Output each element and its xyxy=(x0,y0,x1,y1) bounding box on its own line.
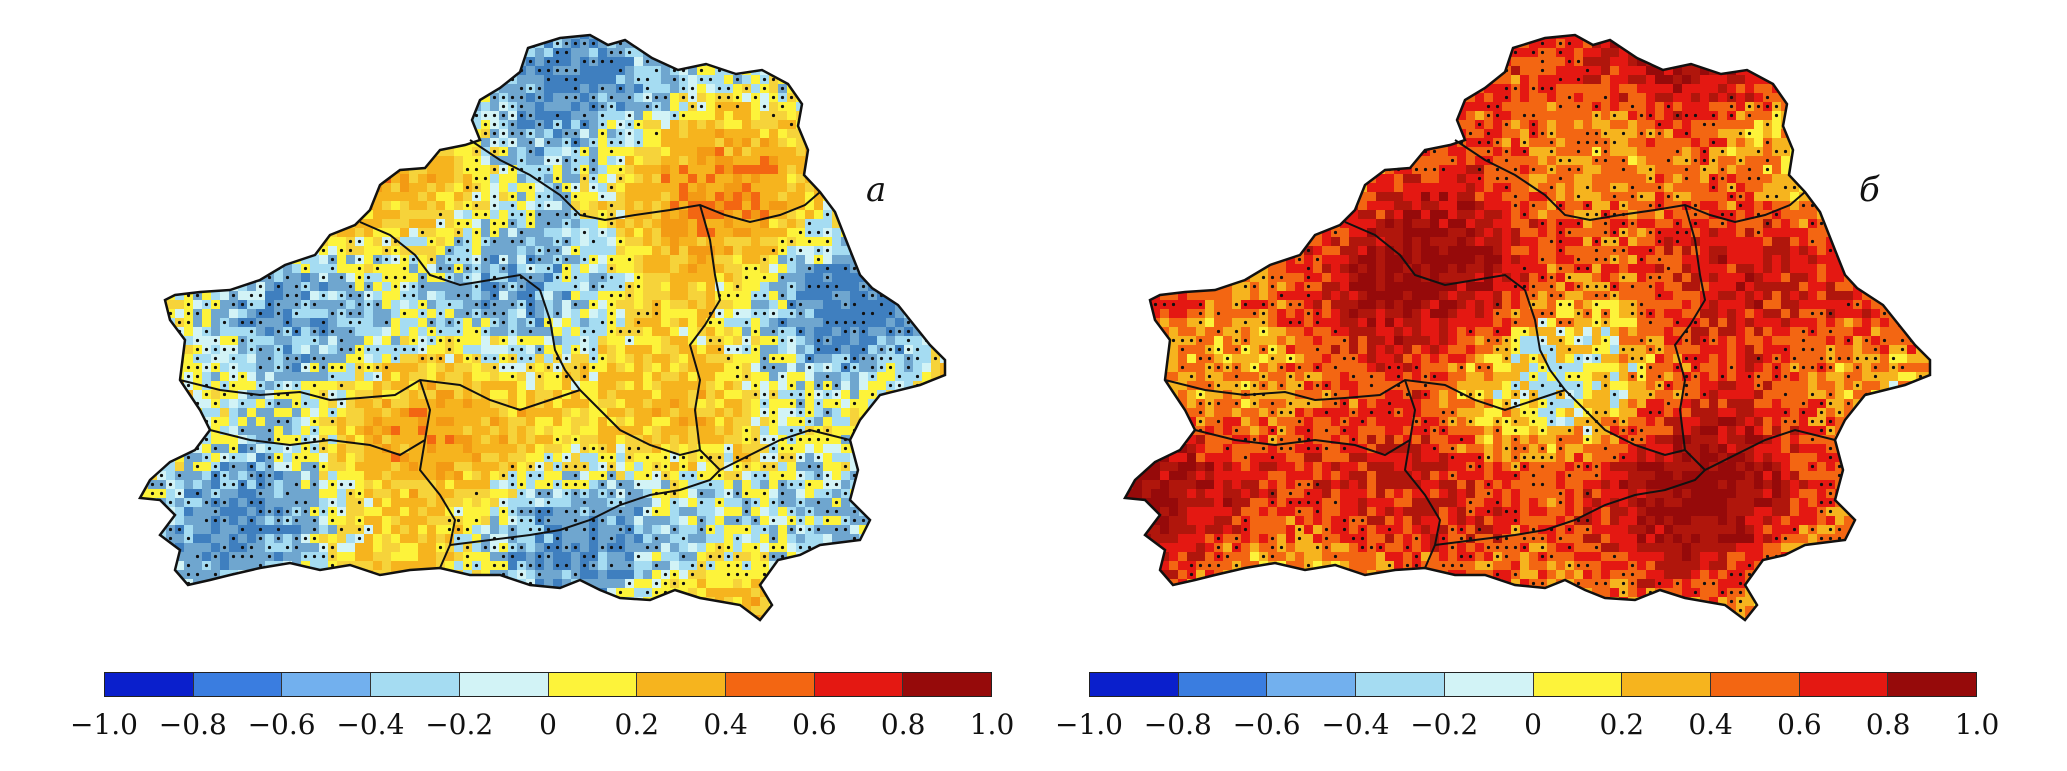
map-panel-a xyxy=(137,33,947,622)
colorbar-segment xyxy=(1622,673,1711,696)
region-border xyxy=(1434,469,1706,546)
colorbar-segment xyxy=(1090,673,1179,696)
colorbar-tick-label: −1.0 xyxy=(1055,708,1123,741)
region-border xyxy=(179,378,581,412)
region-border xyxy=(469,139,821,224)
colorbar-tick-label: 0.2 xyxy=(1599,708,1645,741)
region-border xyxy=(1344,221,1526,291)
colorbar-b xyxy=(1089,672,1977,697)
colorbar-segment xyxy=(282,673,372,696)
colorbar-tick-label: 0.8 xyxy=(1865,708,1911,741)
colorbar-segment xyxy=(193,673,283,696)
region-border xyxy=(449,469,721,546)
colorbar-tick-label: −0.2 xyxy=(1410,708,1479,741)
colorbar-segment xyxy=(548,673,638,696)
region-border xyxy=(1524,289,1686,457)
country-outline-a xyxy=(137,33,947,622)
colorbar-segment xyxy=(1799,673,1889,696)
colorbar-tick-label: 1.0 xyxy=(1954,708,2000,741)
colorbar-segment xyxy=(1267,673,1357,696)
colorbar-segment xyxy=(1356,673,1445,696)
country-outline-b xyxy=(1122,33,1932,622)
colorbar-tick-label: 0.6 xyxy=(1777,708,1822,741)
colorbar-segment xyxy=(1178,673,1268,696)
colorbar-tick-label: 1.0 xyxy=(969,708,1015,741)
region-border xyxy=(1194,429,1411,457)
colorbar-tick-label: −0.2 xyxy=(425,708,494,741)
colorbar-tick-label: −0.6 xyxy=(247,708,316,741)
colorbar-segment xyxy=(903,673,992,696)
colorbar-ticks-a: −1.0 −0.8 −0.6 −0.4 −0.2 0 0.2 0.4 0.6 0.8 1.0 xyxy=(70,708,1014,748)
colorbar-tick-label: −1.0 xyxy=(70,708,138,741)
colorbar-tick-label: −0.4 xyxy=(336,708,405,741)
colorbar-segment xyxy=(459,673,549,696)
map-panel-b xyxy=(1122,33,1932,622)
colorbar-a xyxy=(104,672,992,697)
colorbar-tick-label: −0.4 xyxy=(1321,708,1390,741)
colorbar-tick-label: 0 xyxy=(1524,708,1542,741)
region-borders-b xyxy=(1164,139,1836,569)
colorbar-segment xyxy=(1710,673,1800,696)
colorbar-segment xyxy=(105,673,194,696)
panel-a: а −1.0 −0.8 −0.6 −0.4 −0.2 0 0.2 0.4 0.6 0.8 1.0 xyxy=(60,0,1080,771)
colorbar-tick-label: 0.6 xyxy=(792,708,837,741)
colorbar-tick-label: 0.2 xyxy=(614,708,660,741)
significance-dots-a xyxy=(141,35,945,620)
colorbar-segment xyxy=(371,673,460,696)
region-border xyxy=(539,289,701,457)
colorbar-segment xyxy=(1888,673,1977,696)
colorbar-segment xyxy=(1444,673,1534,696)
colorbar-ticks-b: −1.0 −0.8 −0.6 −0.4 −0.2 0 0.2 0.4 0.6 0.8 1.0 xyxy=(1055,708,1999,748)
panel-label-b: б xyxy=(1859,170,1880,210)
region-border xyxy=(1403,379,1442,569)
region-border xyxy=(359,221,541,291)
panel-label-a: а xyxy=(866,170,887,210)
colorbar-segment xyxy=(1533,673,1623,696)
colorbar-tick-label: −0.8 xyxy=(1143,708,1212,741)
colorbar-tick-label: −0.6 xyxy=(1232,708,1301,741)
colorbar-tick-label: 0.4 xyxy=(703,708,748,741)
colorbar-segment xyxy=(637,673,726,696)
region-border xyxy=(418,379,457,569)
colorbar-tick-label: −0.8 xyxy=(158,708,227,741)
colorbar-tick-label: 0 xyxy=(539,708,557,741)
colorbar-tick-label: 0.8 xyxy=(880,708,926,741)
region-border xyxy=(1673,204,1836,472)
colorbar-segment xyxy=(814,673,904,696)
region-border xyxy=(1454,139,1806,224)
region-border xyxy=(1164,378,1566,412)
colorbar-segment xyxy=(725,673,815,696)
region-borders-a xyxy=(179,139,851,569)
region-border xyxy=(209,429,426,457)
panel-b: б −1.0 −0.8 −0.6 −0.4 −0.2 0 0.2 0.4 0.6 0.8 1.0 xyxy=(1045,0,2065,771)
colorbar-tick-label: 0.4 xyxy=(1688,708,1733,741)
region-border xyxy=(688,204,851,472)
